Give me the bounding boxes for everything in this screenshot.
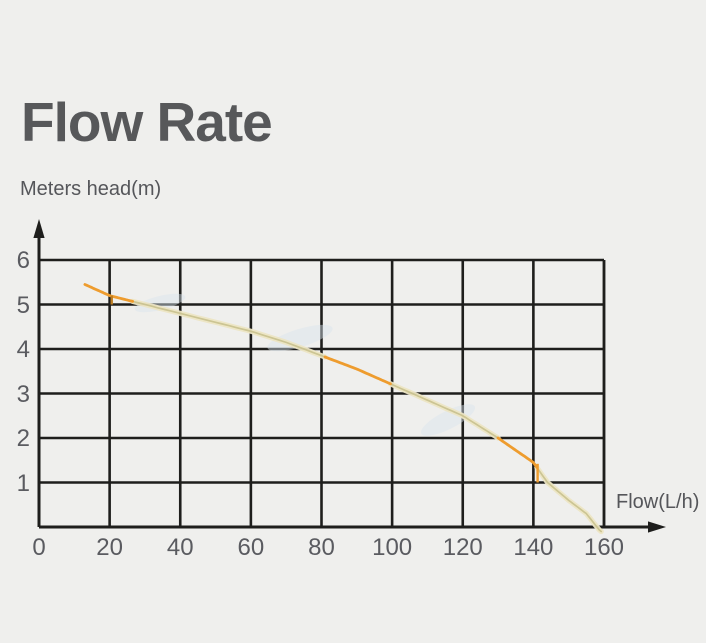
x-axis-arrow-icon	[648, 521, 666, 533]
x-tick-label: 140	[513, 534, 554, 561]
y-axis-label: Meters head(m)	[20, 178, 162, 200]
x-tick-label: 160	[583, 534, 625, 561]
flow-curve-pale-core	[536, 466, 603, 533]
x-axis-label: Flow(L/h)	[616, 491, 700, 513]
y-tick-label: 2	[16, 425, 30, 452]
x-tick-label: 120	[442, 534, 483, 561]
x-tick-label: 100	[372, 534, 413, 561]
y-tick-label: 1	[16, 469, 30, 497]
y-tick-label: 5	[16, 291, 30, 319]
smudge-artifact	[420, 404, 476, 436]
flow-curve-pale-core	[131, 300, 326, 358]
y-axis-arrow-icon	[33, 219, 45, 238]
flow-curve-pale-segment	[534, 464, 604, 535]
y-tick-label: 4	[16, 336, 30, 363]
x-tick-label: 40	[166, 534, 194, 561]
x-tick-label: 60	[237, 534, 265, 561]
x-tick-label: 20	[96, 534, 123, 561]
flow-curve-pale-core	[389, 382, 499, 439]
flow-curve-orange-segment	[83, 283, 135, 303]
y-tick-label: 3	[16, 380, 30, 408]
y-tick-label: 6	[16, 247, 30, 274]
page-title: Flow Rate	[21, 91, 273, 153]
smudge-artifact	[267, 324, 333, 352]
flow-curve-orange-segment	[323, 355, 392, 386]
flow-curve-orange-segment	[496, 436, 539, 469]
x-tick-label: 80	[308, 534, 335, 561]
x-tick-label: 0	[32, 534, 46, 561]
